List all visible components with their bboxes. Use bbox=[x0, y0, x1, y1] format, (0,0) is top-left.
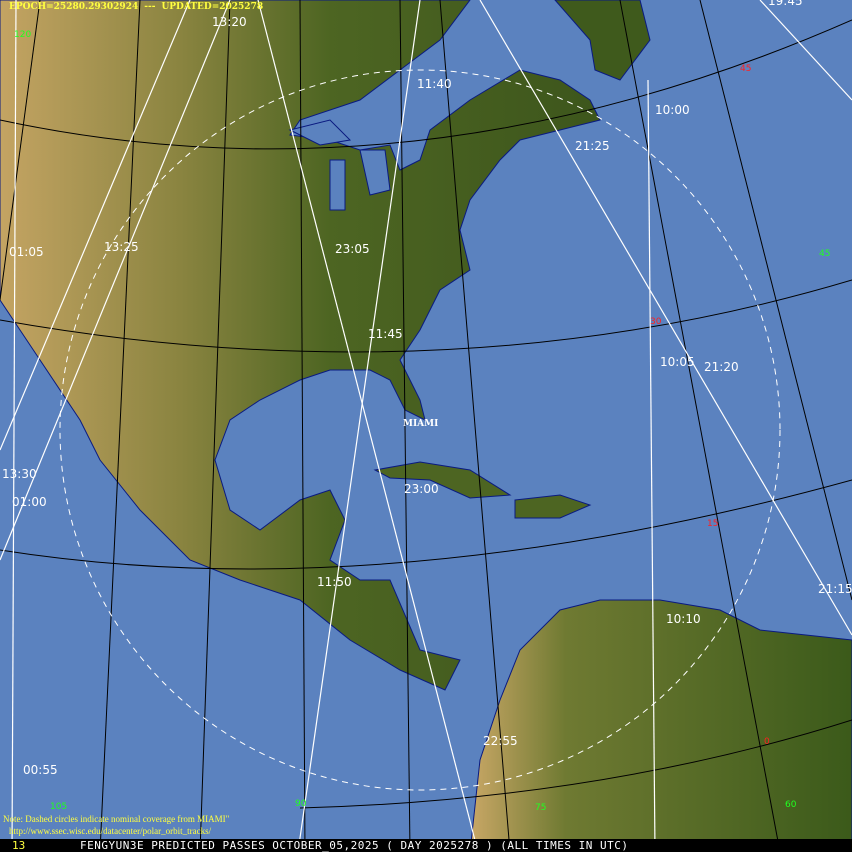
latitude-label: 0 bbox=[764, 737, 770, 747]
longitude-label: 90 bbox=[295, 799, 307, 809]
pass-time: 23:05 bbox=[335, 242, 370, 256]
latitude-label: 45 bbox=[740, 64, 752, 74]
land-caribbean bbox=[373, 461, 592, 519]
source-url[interactable]: http://www.ssec.wisc.edu/datacenter/pola… bbox=[9, 826, 212, 836]
footer-bar: 13 FENGYUN3E PREDICTED PASSES OCTOBER_05… bbox=[0, 839, 852, 852]
epoch-label: EPOCH=25280.29302924 bbox=[9, 2, 139, 12]
coverage-note: Note: Dashed circles indicate nominal co… bbox=[3, 814, 230, 824]
pass-time: 21:25 bbox=[575, 139, 610, 153]
longitude-label: 75 bbox=[535, 803, 547, 813]
pass-time: 11:50 bbox=[317, 575, 352, 589]
pass-time: 13:30 bbox=[2, 467, 37, 481]
header-separator: --- bbox=[144, 2, 156, 12]
pass-time: 10:00 bbox=[655, 103, 690, 117]
land-south-america bbox=[469, 599, 852, 852]
pass-time: 22:55 bbox=[483, 734, 518, 748]
pass-time: 21:20 bbox=[704, 360, 739, 374]
footer-title: FENGYUN3E PREDICTED PASSES OCTOBER_05,20… bbox=[80, 839, 629, 852]
pass-time: 19:45 bbox=[768, 0, 803, 8]
frame-number: 13 bbox=[12, 839, 26, 852]
latitude-label: 30 bbox=[650, 317, 662, 327]
pass-time: 13:20 bbox=[212, 15, 247, 29]
land-north-america bbox=[0, 0, 651, 691]
updated-label: UPDATED=2025278 bbox=[161, 2, 264, 12]
longitude-label: 105 bbox=[50, 802, 68, 812]
station-label: MIAMI bbox=[403, 419, 439, 429]
longitude-label: 45 bbox=[819, 249, 831, 259]
pass-time: 01:00 bbox=[12, 495, 47, 509]
pass-time: 11:40 bbox=[417, 77, 452, 91]
pass-time: 10:10 bbox=[666, 612, 701, 626]
pass-time: 10:05 bbox=[660, 355, 695, 369]
pass-time: 11:45 bbox=[368, 327, 403, 341]
pass-time: 21:15 bbox=[818, 582, 852, 596]
header-line: EPOCH=25280.29302924 --- UPDATED=2025278 bbox=[9, 2, 263, 13]
latitude-label: 15 bbox=[707, 519, 719, 529]
pass-time: 23:00 bbox=[404, 482, 439, 496]
longitude-label: 120 bbox=[14, 30, 32, 40]
pass-time: 01:05 bbox=[9, 245, 44, 259]
pass-time: 13:25 bbox=[104, 240, 139, 254]
coverage-circle bbox=[59, 69, 781, 791]
pass-time: 00:55 bbox=[23, 763, 58, 777]
longitude-label: 60 bbox=[785, 800, 797, 810]
